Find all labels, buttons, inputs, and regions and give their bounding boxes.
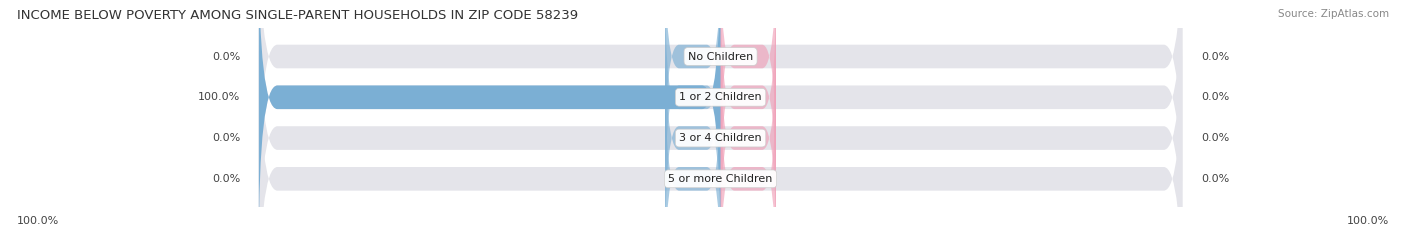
Text: 0.0%: 0.0% — [212, 51, 240, 62]
FancyBboxPatch shape — [665, 27, 721, 233]
FancyBboxPatch shape — [665, 0, 721, 208]
Text: Source: ZipAtlas.com: Source: ZipAtlas.com — [1278, 9, 1389, 19]
FancyBboxPatch shape — [721, 27, 776, 233]
FancyBboxPatch shape — [665, 68, 721, 233]
Text: 0.0%: 0.0% — [1201, 133, 1229, 143]
Text: 100.0%: 100.0% — [1347, 216, 1389, 226]
Text: 0.0%: 0.0% — [1201, 51, 1229, 62]
FancyBboxPatch shape — [259, 0, 1182, 233]
Text: 100.0%: 100.0% — [198, 92, 240, 102]
FancyBboxPatch shape — [721, 0, 776, 167]
Text: 1 or 2 Children: 1 or 2 Children — [679, 92, 762, 102]
Text: INCOME BELOW POVERTY AMONG SINGLE-PARENT HOUSEHOLDS IN ZIP CODE 58239: INCOME BELOW POVERTY AMONG SINGLE-PARENT… — [17, 9, 578, 22]
Text: 5 or more Children: 5 or more Children — [668, 174, 773, 184]
Text: No Children: No Children — [688, 51, 754, 62]
Text: 100.0%: 100.0% — [17, 216, 59, 226]
Text: 0.0%: 0.0% — [212, 174, 240, 184]
FancyBboxPatch shape — [259, 0, 1182, 233]
Text: 0.0%: 0.0% — [1201, 92, 1229, 102]
FancyBboxPatch shape — [665, 0, 721, 167]
Text: 0.0%: 0.0% — [1201, 174, 1229, 184]
FancyBboxPatch shape — [259, 0, 1182, 208]
FancyBboxPatch shape — [721, 68, 776, 233]
FancyBboxPatch shape — [259, 0, 721, 233]
FancyBboxPatch shape — [259, 27, 1182, 233]
FancyBboxPatch shape — [721, 0, 776, 208]
Text: 0.0%: 0.0% — [212, 133, 240, 143]
Text: 3 or 4 Children: 3 or 4 Children — [679, 133, 762, 143]
